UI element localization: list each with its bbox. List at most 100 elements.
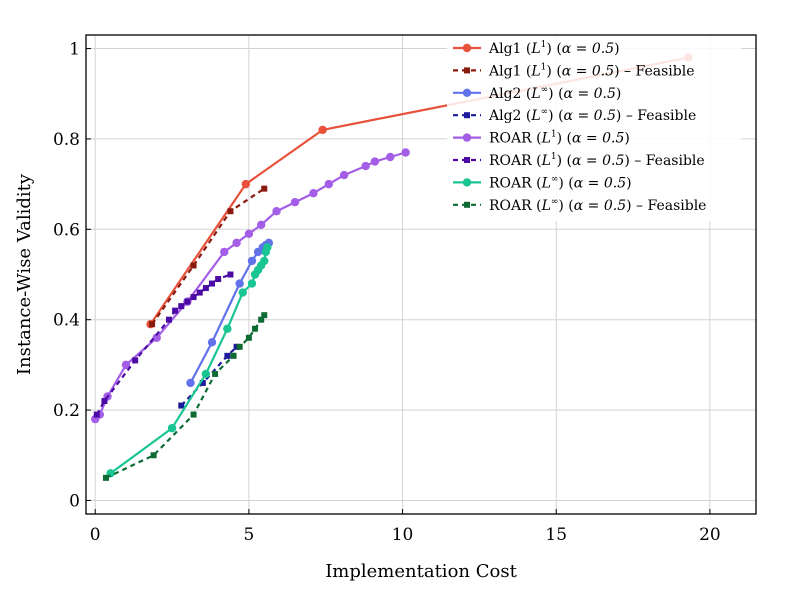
data-point [464, 67, 470, 74]
x-tick-label: 20 [699, 525, 721, 545]
data-point [233, 343, 240, 350]
legend-entry: ROAR (L∞) (α = 0.5) [453, 174, 632, 191]
legend-label: Alg1 (L1) (α = 0.5) – Feasible [488, 62, 694, 79]
x-tick-label: 15 [545, 525, 567, 545]
data-point [241, 179, 251, 189]
y-tick-label: 1 [69, 40, 80, 60]
legend-entry: ROAR (L1) (α = 0.5) – Feasible [453, 152, 705, 169]
data-point [212, 370, 219, 377]
data-point [178, 303, 185, 310]
series-3 [178, 343, 240, 409]
data-point [462, 178, 472, 187]
data-point [290, 197, 300, 207]
y-tick-label: 0.2 [53, 401, 80, 421]
legend-label: Alg2 (L∞) (α = 0.5) – Feasible [488, 107, 696, 124]
data-point [132, 357, 139, 364]
data-point [223, 324, 232, 333]
legend-entry: ROAR (L1) (α = 0.5) [453, 130, 630, 147]
data-point [190, 262, 197, 269]
data-point [462, 43, 472, 53]
data-point [93, 411, 100, 418]
data-point [252, 325, 259, 332]
x-tick-label: 0 [90, 525, 101, 545]
data-point [165, 316, 172, 323]
data-point [172, 307, 179, 314]
data-point [190, 411, 197, 418]
data-point [261, 312, 268, 319]
data-point [464, 201, 470, 208]
series-line [105, 314, 266, 479]
legend-label: ROAR (L∞) (α = 0.5) [489, 174, 632, 191]
x-axis-label: Implementation Cost [325, 561, 517, 582]
series-7 [102, 312, 268, 481]
y-tick-label: 0.4 [53, 311, 80, 331]
data-point [227, 208, 234, 215]
data-point [309, 188, 318, 198]
data-point [361, 161, 370, 171]
legend-background [447, 36, 741, 222]
series-5 [93, 271, 234, 418]
series-6 [106, 243, 272, 478]
data-point [167, 423, 177, 433]
data-point [370, 157, 380, 166]
data-point [227, 271, 234, 278]
legend: Alg1 (L1) (α = 0.5) Alg1 (L1) (α = 0.5) –… [447, 36, 741, 222]
data-point [235, 279, 244, 288]
legend-entry: Alg1 (L1) (α = 0.5) – Feasible [453, 62, 694, 79]
data-point [247, 279, 257, 288]
data-point [318, 125, 327, 135]
legend-entry: Alg2 (L∞) (α = 0.5) – Feasible [453, 107, 696, 124]
legend-entry: Alg1 (L1) (α = 0.5) [453, 40, 620, 57]
y-tick-label: 0.6 [53, 220, 80, 240]
data-point [199, 379, 206, 386]
data-point [215, 276, 222, 283]
data-point [121, 360, 131, 370]
x-tick-label: 10 [392, 525, 414, 545]
data-point [230, 352, 237, 359]
legend-label: Alg2 (L∞) (α = 0.5) [488, 85, 621, 102]
data-point [232, 238, 241, 248]
data-point [207, 338, 217, 347]
legend-label: Alg1 (L1) (α = 0.5) [488, 40, 620, 57]
x-tick-label: 5 [243, 525, 254, 545]
data-point [464, 112, 470, 119]
data-point [260, 256, 269, 266]
data-point [102, 474, 109, 481]
legend-label: ROAR (L1) (α = 0.5) – Feasible [489, 152, 705, 169]
data-point [238, 288, 247, 297]
legend-entry: Alg2 (L∞) (α = 0.5) [453, 85, 621, 102]
y-tick-label: 0 [69, 491, 80, 511]
data-point [101, 398, 108, 405]
data-point [256, 220, 266, 229]
y-tick-label: 0.8 [53, 130, 80, 150]
legend-label: ROAR (L∞) (α = 0.5) – Feasible [489, 197, 706, 214]
data-point [196, 289, 203, 296]
legend-label: ROAR (L1) (α = 0.5) [489, 130, 630, 147]
data-point [272, 207, 281, 216]
data-point [261, 185, 268, 192]
data-point [386, 152, 395, 162]
data-point [209, 280, 216, 287]
data-point [186, 378, 195, 388]
data-point [220, 247, 229, 257]
data-point [201, 369, 211, 379]
series-line [151, 187, 265, 325]
data-point [401, 148, 410, 157]
data-point [202, 285, 209, 292]
data-point [224, 352, 231, 359]
data-point [339, 170, 349, 180]
y-axis-label: Instance-Wise Validity [14, 173, 35, 375]
data-point [236, 343, 243, 350]
data-point [263, 243, 272, 252]
data-point [464, 157, 470, 163]
data-point [150, 452, 157, 459]
data-point [152, 333, 161, 342]
data-point [245, 334, 252, 341]
series-line [180, 346, 238, 407]
series-2 [186, 238, 274, 388]
data-point [178, 402, 185, 409]
data-point [247, 256, 257, 266]
series-1 [149, 185, 268, 328]
data-point [462, 88, 472, 98]
